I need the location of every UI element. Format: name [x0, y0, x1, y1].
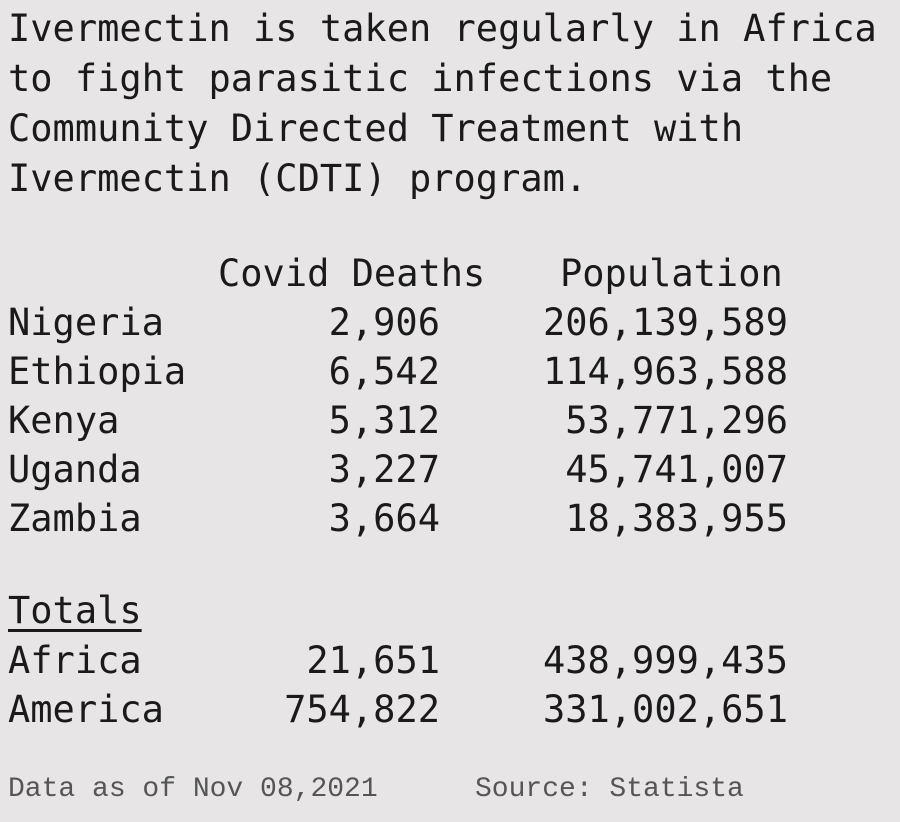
column-header: Population [560, 252, 783, 295]
row-label: Ethiopia [8, 350, 187, 393]
row-label: Nigeria [8, 301, 164, 344]
intro-line: to fight parasitic infections via the [8, 57, 833, 100]
cell: 21,651 [306, 639, 440, 682]
intro-line: Ivermectin (CDTI) program. [8, 157, 588, 200]
cell: 45,741,007 [565, 448, 788, 491]
cell: 331,002,651 [542, 688, 788, 731]
cell: 438,999,435 [542, 639, 788, 682]
row-label: Uganda [8, 448, 142, 491]
cell: 3,227 [328, 448, 440, 491]
row-label: Kenya [8, 399, 120, 442]
cell: 3,664 [328, 497, 440, 540]
footer-date: Data as of Nov 08,2021 [8, 774, 378, 805]
cell: 2,906 [328, 301, 440, 344]
intro-line: Ivermectin is taken regularly in Africa [8, 7, 877, 50]
cell: 206,139,589 [542, 301, 788, 344]
column-header: Covid Deaths [218, 252, 486, 295]
cell: 754,822 [284, 688, 440, 731]
cell: 6,542 [328, 350, 440, 393]
footer-source: Source: Statista [475, 774, 744, 805]
totals-title: Totals [8, 589, 142, 632]
row-label: Africa [8, 639, 142, 682]
cell: 5,312 [328, 399, 440, 442]
row-label: America [8, 688, 164, 731]
intro-line: Community Directed Treatment with [8, 107, 744, 150]
cell: 53,771,296 [565, 399, 788, 442]
cell: 18,383,955 [565, 497, 788, 540]
row-label: Zambia [8, 497, 142, 540]
cell: 114,963,588 [542, 350, 788, 393]
